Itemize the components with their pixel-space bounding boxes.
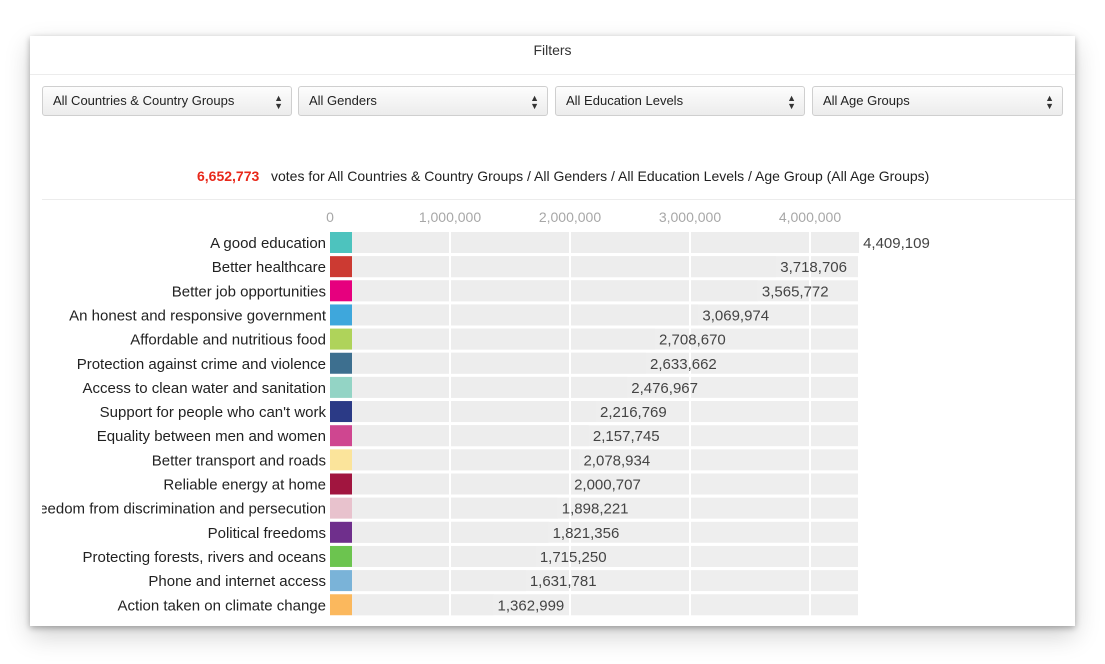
country-select[interactable]: All Countries & Country Groups ▲ ▼ bbox=[42, 86, 292, 116]
education-select[interactable]: All Education Levels ▲ ▼ bbox=[555, 86, 805, 116]
value-label: 1,362,999 bbox=[498, 597, 565, 614]
value-label: 3,565,772 bbox=[762, 283, 829, 300]
bar-swatch bbox=[330, 232, 352, 253]
vote-summary-text: votes for All Countries & Country Groups… bbox=[271, 168, 930, 184]
bar-swatch bbox=[330, 473, 352, 495]
vote-total: 6,652,773 bbox=[197, 168, 260, 184]
value-label: 1,821,356 bbox=[553, 525, 620, 542]
x-tick-label: 2,000,000 bbox=[539, 209, 601, 225]
bar bbox=[352, 449, 580, 471]
bar bbox=[352, 473, 571, 495]
value-label: 1,631,781 bbox=[530, 573, 597, 590]
bar bbox=[352, 594, 494, 616]
x-tick-label: 1,000,000 bbox=[419, 209, 481, 225]
bar-swatch bbox=[330, 376, 352, 398]
x-tick-label: 4,000,000 bbox=[779, 209, 841, 225]
bar-swatch bbox=[330, 497, 352, 519]
category-label: Support for people who can't work bbox=[100, 404, 327, 421]
category-label: A good education bbox=[210, 235, 326, 252]
x-tick-label: 3,000,000 bbox=[659, 209, 721, 225]
priorities-bar-chart: 0 1,000,000 2,000,000 3,000,000 4,000,000 A g… bbox=[30, 209, 930, 619]
category-label: Affordable and nutritious food bbox=[130, 332, 326, 349]
filters-panel: Filters All Countries & Country Groups ▲… bbox=[30, 36, 1075, 626]
category-label: Action taken on climate change bbox=[118, 597, 326, 614]
age-select-value: All Age Groups bbox=[823, 93, 910, 108]
bar-swatch bbox=[330, 449, 352, 471]
value-label: 3,718,706 bbox=[780, 259, 847, 276]
country-select-value: All Countries & Country Groups bbox=[53, 93, 235, 108]
gender-select[interactable]: All Genders ▲ ▼ bbox=[298, 86, 548, 116]
category-label: Political freedoms bbox=[208, 525, 326, 542]
category-label: Access to clean water and sanitation bbox=[83, 380, 326, 397]
category-label: Freedom from discrimination and persecut… bbox=[30, 501, 326, 518]
bar bbox=[352, 376, 628, 398]
category-label: An honest and responsive government bbox=[69, 307, 327, 324]
value-label: 2,078,934 bbox=[583, 452, 650, 469]
age-select[interactable]: All Age Groups ▲ ▼ bbox=[812, 86, 1063, 116]
bar-swatch bbox=[330, 425, 352, 447]
x-tick-label: 0 bbox=[326, 209, 334, 225]
bar bbox=[352, 570, 526, 592]
select-arrows-icon: ▲ ▼ bbox=[787, 93, 796, 111]
bar bbox=[352, 280, 758, 302]
category-label: Better transport and roads bbox=[152, 452, 326, 469]
category-label: Better job opportunities bbox=[172, 283, 326, 300]
category-label: Phone and internet access bbox=[148, 573, 326, 590]
bar bbox=[352, 497, 558, 519]
filters-title: Filters bbox=[30, 36, 1075, 75]
education-select-value: All Education Levels bbox=[566, 93, 684, 108]
bar-swatch bbox=[330, 280, 352, 302]
bar-swatch bbox=[330, 594, 352, 616]
value-label: 4,409,109 bbox=[863, 235, 930, 252]
select-arrows-icon: ▲ ▼ bbox=[1045, 93, 1054, 111]
value-label: 2,216,769 bbox=[600, 404, 667, 421]
category-label: Protecting forests, rivers and oceans bbox=[83, 549, 326, 566]
value-label: 1,898,221 bbox=[562, 501, 629, 518]
value-label: 2,157,745 bbox=[593, 428, 660, 445]
divider bbox=[42, 199, 1075, 200]
bar bbox=[352, 425, 589, 447]
bar bbox=[352, 328, 656, 350]
bar-swatch bbox=[330, 256, 352, 278]
value-label: 2,476,967 bbox=[631, 380, 698, 397]
bar-swatch bbox=[330, 401, 352, 423]
bar-swatch bbox=[330, 304, 352, 326]
bar-swatch bbox=[330, 521, 352, 543]
value-label: 2,708,670 bbox=[659, 332, 726, 349]
value-label: 3,069,974 bbox=[702, 307, 769, 324]
bar-swatch bbox=[330, 570, 352, 592]
category-label: Better healthcare bbox=[212, 259, 326, 276]
select-arrows-icon: ▲ ▼ bbox=[274, 93, 283, 111]
value-label: 2,633,662 bbox=[650, 356, 717, 373]
gender-select-value: All Genders bbox=[309, 93, 377, 108]
category-label: Reliable energy at home bbox=[163, 477, 326, 494]
category-label: Protection against crime and violence bbox=[77, 356, 326, 373]
bar bbox=[352, 256, 777, 278]
category-label: Equality between men and women bbox=[97, 428, 326, 445]
bar bbox=[352, 352, 647, 374]
value-label: 1,715,250 bbox=[540, 549, 607, 566]
bar-swatch bbox=[330, 352, 352, 374]
bar bbox=[352, 304, 699, 326]
bar bbox=[352, 545, 536, 567]
value-label: 2,000,707 bbox=[574, 477, 641, 494]
select-arrows-icon: ▲ ▼ bbox=[530, 93, 539, 111]
bar-swatch bbox=[330, 328, 352, 350]
bar-swatch bbox=[330, 545, 352, 567]
bar bbox=[352, 401, 597, 423]
bar bbox=[352, 232, 860, 253]
